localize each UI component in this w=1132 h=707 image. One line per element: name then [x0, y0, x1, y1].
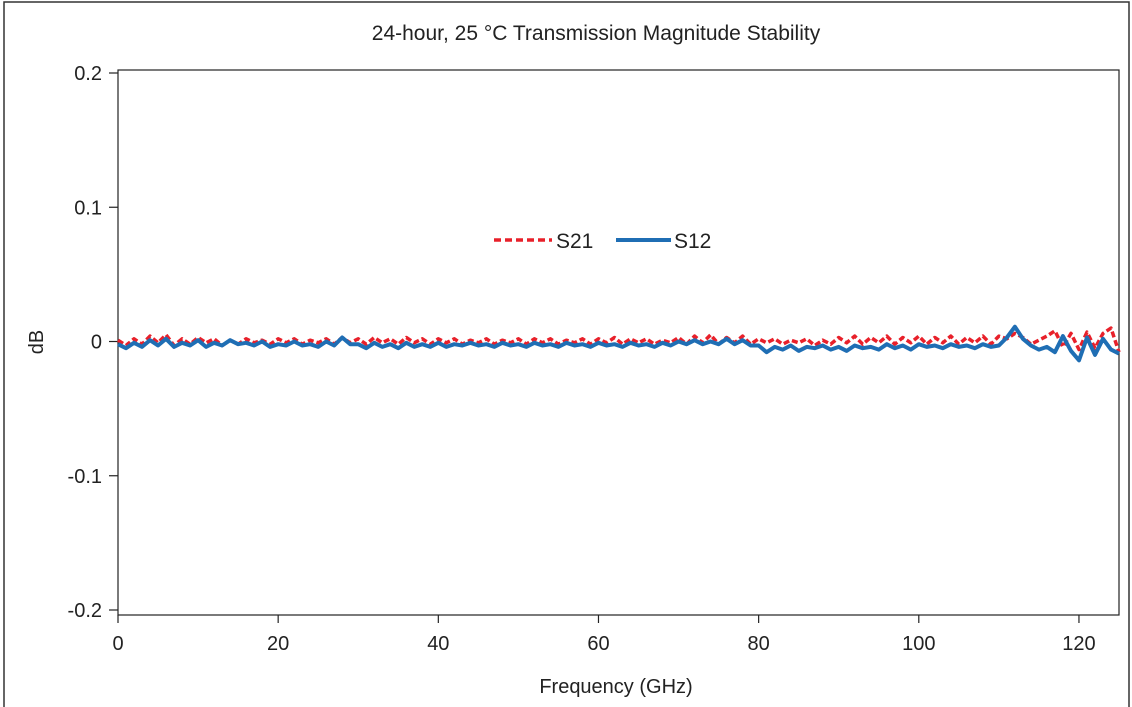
series-line-s12 — [117, 324, 1120, 363]
chart-title: 24-hour, 25 °C Transmission Magnitude St… — [372, 22, 821, 45]
x-tick-label: 100 — [902, 633, 935, 655]
y-tick-label: 0.1 — [74, 197, 102, 219]
series-layer — [117, 324, 1121, 363]
y-tick-label: -0.2 — [68, 600, 102, 622]
x-tick-label: 20 — [267, 633, 289, 655]
x-tick-label: 60 — [587, 633, 609, 655]
y-tick-label: -0.1 — [68, 466, 102, 488]
y-axis-label: dB — [26, 330, 48, 354]
x-tick-label: 40 — [427, 633, 449, 655]
x-tick-label: 80 — [748, 633, 770, 655]
legend-label-s12: S12 — [674, 230, 711, 253]
plot-area-frame — [117, 69, 1120, 616]
x-tick-label: 0 — [112, 633, 123, 655]
x-axis-label: Frequency (GHz) — [539, 676, 692, 698]
y-tick-label: 0 — [91, 332, 102, 354]
y-tick-label: 0.2 — [74, 63, 102, 85]
x-axis-ticks: 0 20 40 60 80 100 120 — [112, 615, 1096, 655]
x-tick-label: 120 — [1062, 633, 1095, 655]
y-axis-ticks: 0.2 0.1 0 -0.1 -0.2 — [68, 63, 118, 622]
figure-frame — [3, 1, 1130, 707]
legend-label-s21: S21 — [556, 230, 593, 253]
legend: S21 S12 — [494, 230, 711, 253]
series-line-s21 — [117, 326, 1121, 353]
